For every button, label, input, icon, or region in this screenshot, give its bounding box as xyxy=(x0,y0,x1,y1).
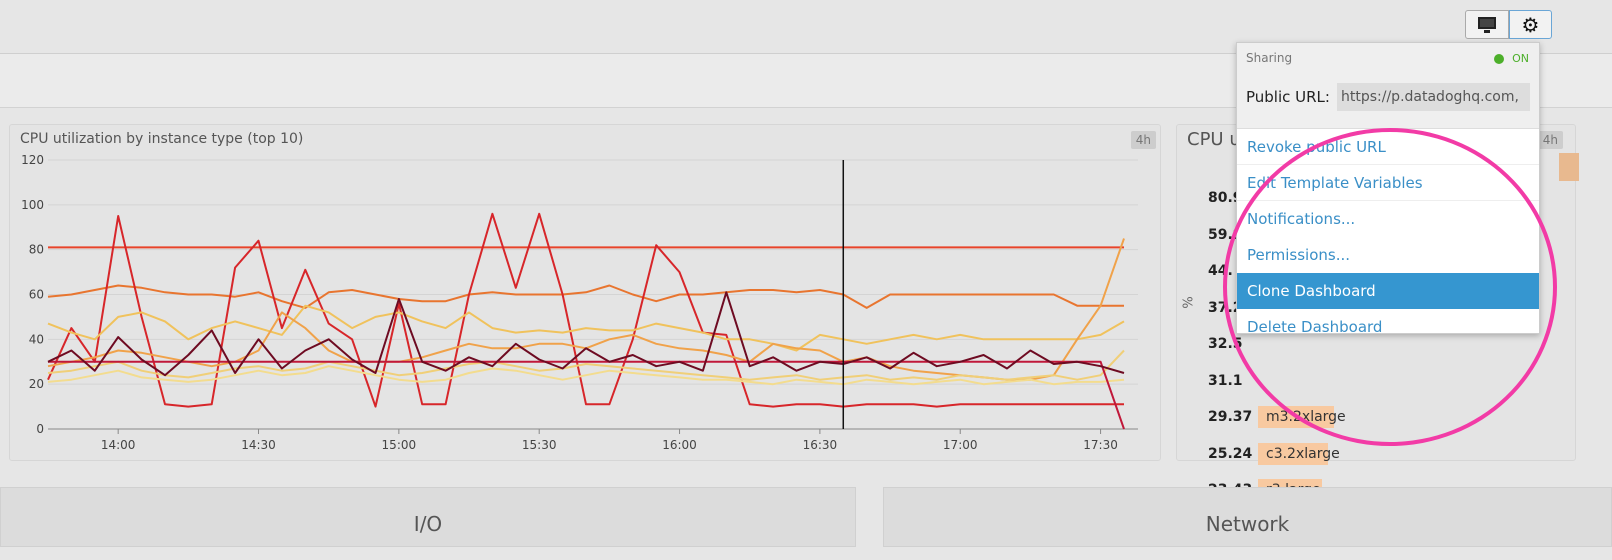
panel-title: CPU utilization by instance type (top 10… xyxy=(20,131,304,147)
x-tick-label: 16:00 xyxy=(662,438,697,452)
cpu-timeseries-panel: CPU utilization by instance type (top 10… xyxy=(9,124,1161,461)
settings-dropdown: Sharing ON Public URL: Revoke public URL… xyxy=(1236,42,1540,336)
y-tick-label: 20 xyxy=(29,377,44,391)
menu-item-delete-dashboard[interactable]: Delete Dashboard xyxy=(1247,318,1383,336)
y-tick-label: 60 xyxy=(29,288,44,302)
sharing-status: ON xyxy=(1512,52,1529,65)
series-line-2 xyxy=(47,212,1124,408)
monitor-icon xyxy=(1478,16,1496,33)
y-tick-label: 120 xyxy=(21,153,44,167)
series-line-3 xyxy=(47,304,1125,352)
menu-item-notifications[interactable]: Notifications... xyxy=(1247,210,1356,228)
gear-icon: ⚙ xyxy=(1521,12,1540,37)
time-range-badge[interactable]: 4h xyxy=(1130,131,1156,149)
settings-button[interactable]: ⚙ xyxy=(1509,10,1552,39)
x-tick-label: 17:30 xyxy=(1083,438,1118,452)
axis-unit: % xyxy=(1181,296,1197,309)
toplist-value: 31.1 xyxy=(1208,372,1243,389)
toplist-value: 29.37 xyxy=(1208,409,1253,425)
x-tick-label: 15:30 xyxy=(522,438,557,452)
cpu-line-chart[interactable]: 0 20 40 60 80 100 120 14:00 14:30 15:00 15:30 16:00… xyxy=(10,125,1162,462)
toplist-value: 25.24 xyxy=(1208,445,1253,462)
bar xyxy=(1559,153,1579,181)
x-tick-label: 15:00 xyxy=(382,438,417,452)
network-group-header[interactable]: Network xyxy=(883,487,1612,547)
y-tick-label: 100 xyxy=(21,198,44,212)
series-line-5 xyxy=(47,365,1125,386)
header-divider xyxy=(0,53,1612,54)
toplist-label: c3.2xlarge xyxy=(1258,442,1340,465)
x-tick-label: 16:30 xyxy=(803,438,838,452)
menu-item-clone-dashboard[interactable]: Clone Dashboard xyxy=(1237,273,1539,309)
series-line-4 xyxy=(47,238,1125,381)
status-dot-icon xyxy=(1494,53,1505,64)
public-url-label: Public URL: xyxy=(1246,88,1330,106)
public-url-field[interactable] xyxy=(1337,83,1530,111)
x-tick-label: 14:30 xyxy=(241,438,276,452)
series-line-1 xyxy=(47,284,1124,309)
series-line-8 xyxy=(47,291,1125,377)
sharing-label: Sharing xyxy=(1246,51,1293,65)
io-group-header[interactable]: I/O xyxy=(0,487,856,547)
x-tick-label: 14:00 xyxy=(101,438,136,452)
y-tick-label: 80 xyxy=(29,243,44,257)
y-tick-label: 0 xyxy=(36,422,44,436)
toplist-row: 29.37 m3.2xlarge xyxy=(1208,405,1346,429)
menu-item-revoke-public-url[interactable]: Revoke public URL xyxy=(1237,129,1539,165)
menu-item-permissions[interactable]: Permissions... xyxy=(1247,246,1351,264)
y-tick-label: 40 xyxy=(29,332,44,346)
toplist-row: 31.1 xyxy=(1208,369,1258,393)
toplist-label: m3.2xlarge xyxy=(1258,406,1346,428)
panel-title: CPU u xyxy=(1187,129,1241,150)
series-line-7 xyxy=(48,360,1125,430)
toplist-row: 25.24 c3.2xlarge xyxy=(1208,442,1340,466)
series-line-6 xyxy=(47,349,1125,381)
menu-item-edit-template-variables[interactable]: Edit Template Variables xyxy=(1237,165,1539,201)
sharing-toggle[interactable]: ON xyxy=(1494,52,1529,65)
time-range-badge[interactable]: 4h xyxy=(1537,131,1563,149)
x-tick-label: 17:00 xyxy=(943,438,978,452)
tv-mode-button[interactable] xyxy=(1465,10,1509,39)
